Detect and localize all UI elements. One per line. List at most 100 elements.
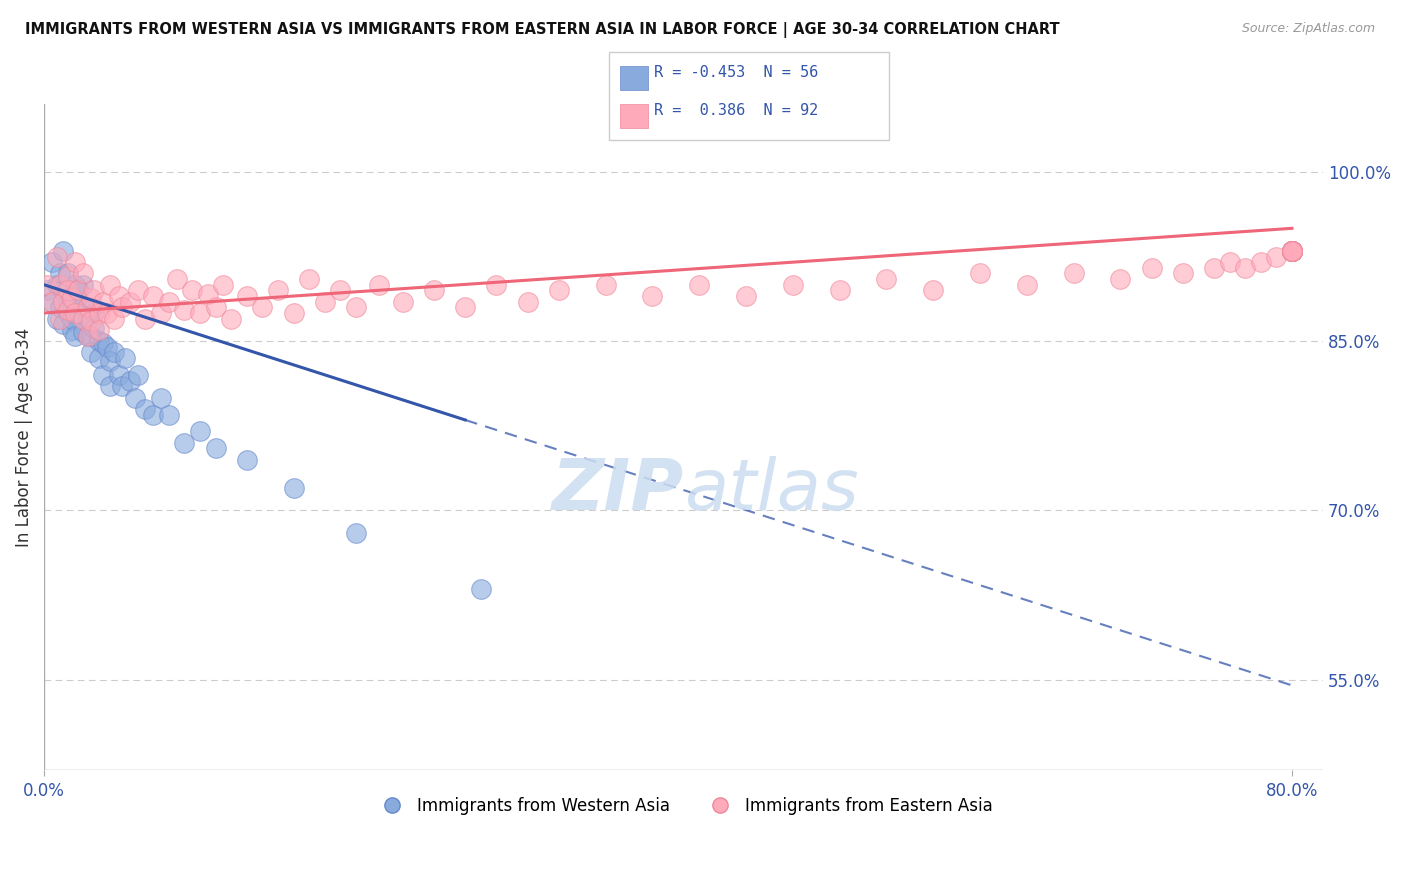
Point [252,301,274,315]
Point [80,291,103,305]
Point [48,277,70,292]
Point [134,311,156,326]
Point [45,277,67,292]
Point [37,277,59,292]
Point [98,379,121,393]
Point [1281,244,1303,258]
Point [111,379,134,393]
Point [60,311,83,326]
Y-axis label: In Labor Force | Age 30-34: In Labor Force | Age 30-34 [15,327,32,547]
Point [87,323,110,337]
Point [67,306,90,320]
Point [80,328,103,343]
Point [80,314,103,328]
Point [1234,260,1257,275]
Point [344,526,367,541]
Point [87,334,110,348]
Point [60,289,83,303]
Point [236,452,259,467]
Point [516,294,538,309]
Point [344,301,367,315]
Text: R =  0.386  N = 92: R = 0.386 N = 92 [654,103,818,119]
Point [83,306,105,320]
Point [108,289,131,303]
Point [423,284,446,298]
Point [1281,244,1303,258]
Point [267,284,290,298]
Text: IMMIGRANTS FROM WESTERN ASIA VS IMMIGRANTS FROM EASTERN ASIA IN LABOR FORCE | AG: IMMIGRANTS FROM WESTERN ASIA VS IMMIGRAN… [25,22,1060,38]
Point [922,284,945,298]
Point [96,306,118,320]
Point [72,311,94,326]
Point [60,323,83,337]
Point [485,277,508,292]
Text: Source: ZipAtlas.com: Source: ZipAtlas.com [1241,22,1375,36]
Point [76,311,98,326]
Point [80,345,103,359]
Point [72,277,94,292]
Point [93,294,115,309]
Point [1281,244,1303,258]
Point [60,291,83,305]
Point [41,294,63,309]
Point [118,294,141,309]
Point [1063,267,1085,281]
Point [470,582,492,597]
Point [48,301,70,315]
Text: R = -0.453  N = 56: R = -0.453 N = 56 [654,65,818,80]
Point [87,306,110,320]
Point [1281,244,1303,258]
Point [108,368,131,382]
Point [1140,260,1163,275]
Point [204,442,226,456]
Point [56,268,79,283]
Point [181,284,204,298]
Point [1265,250,1288,264]
Point [56,302,79,317]
Point [875,272,897,286]
Point [41,294,63,309]
Point [52,284,75,298]
Point [1109,272,1132,286]
Legend: Immigrants from Western Asia, Immigrants from Eastern Asia: Immigrants from Western Asia, Immigrants… [368,790,1000,822]
Point [1171,267,1194,281]
Point [83,320,105,334]
Point [52,294,75,309]
Point [67,284,90,298]
Point [1202,260,1225,275]
Point [173,435,195,450]
Point [111,301,134,315]
Point [1219,255,1241,269]
Point [173,302,195,317]
Point [188,425,211,439]
Point [76,328,98,343]
Point [124,391,146,405]
Text: ZIP: ZIP [551,456,683,524]
Point [48,267,70,281]
Point [1281,244,1303,258]
Point [197,286,219,301]
Point [103,345,125,359]
Point [83,284,105,298]
Point [166,272,188,286]
Point [114,351,136,365]
Point [45,250,67,264]
Point [236,289,259,303]
Point [298,272,321,286]
Point [547,284,569,298]
Point [96,340,118,354]
Point [76,301,98,315]
Point [127,368,149,382]
Point [65,306,87,320]
Point [1281,244,1303,258]
Point [45,311,67,326]
Point [67,284,90,298]
Point [1281,244,1303,258]
Point [1015,277,1038,292]
Point [93,368,115,382]
Point [735,289,758,303]
Point [65,255,87,269]
Point [65,277,87,292]
Point [80,302,103,317]
Point [212,277,235,292]
